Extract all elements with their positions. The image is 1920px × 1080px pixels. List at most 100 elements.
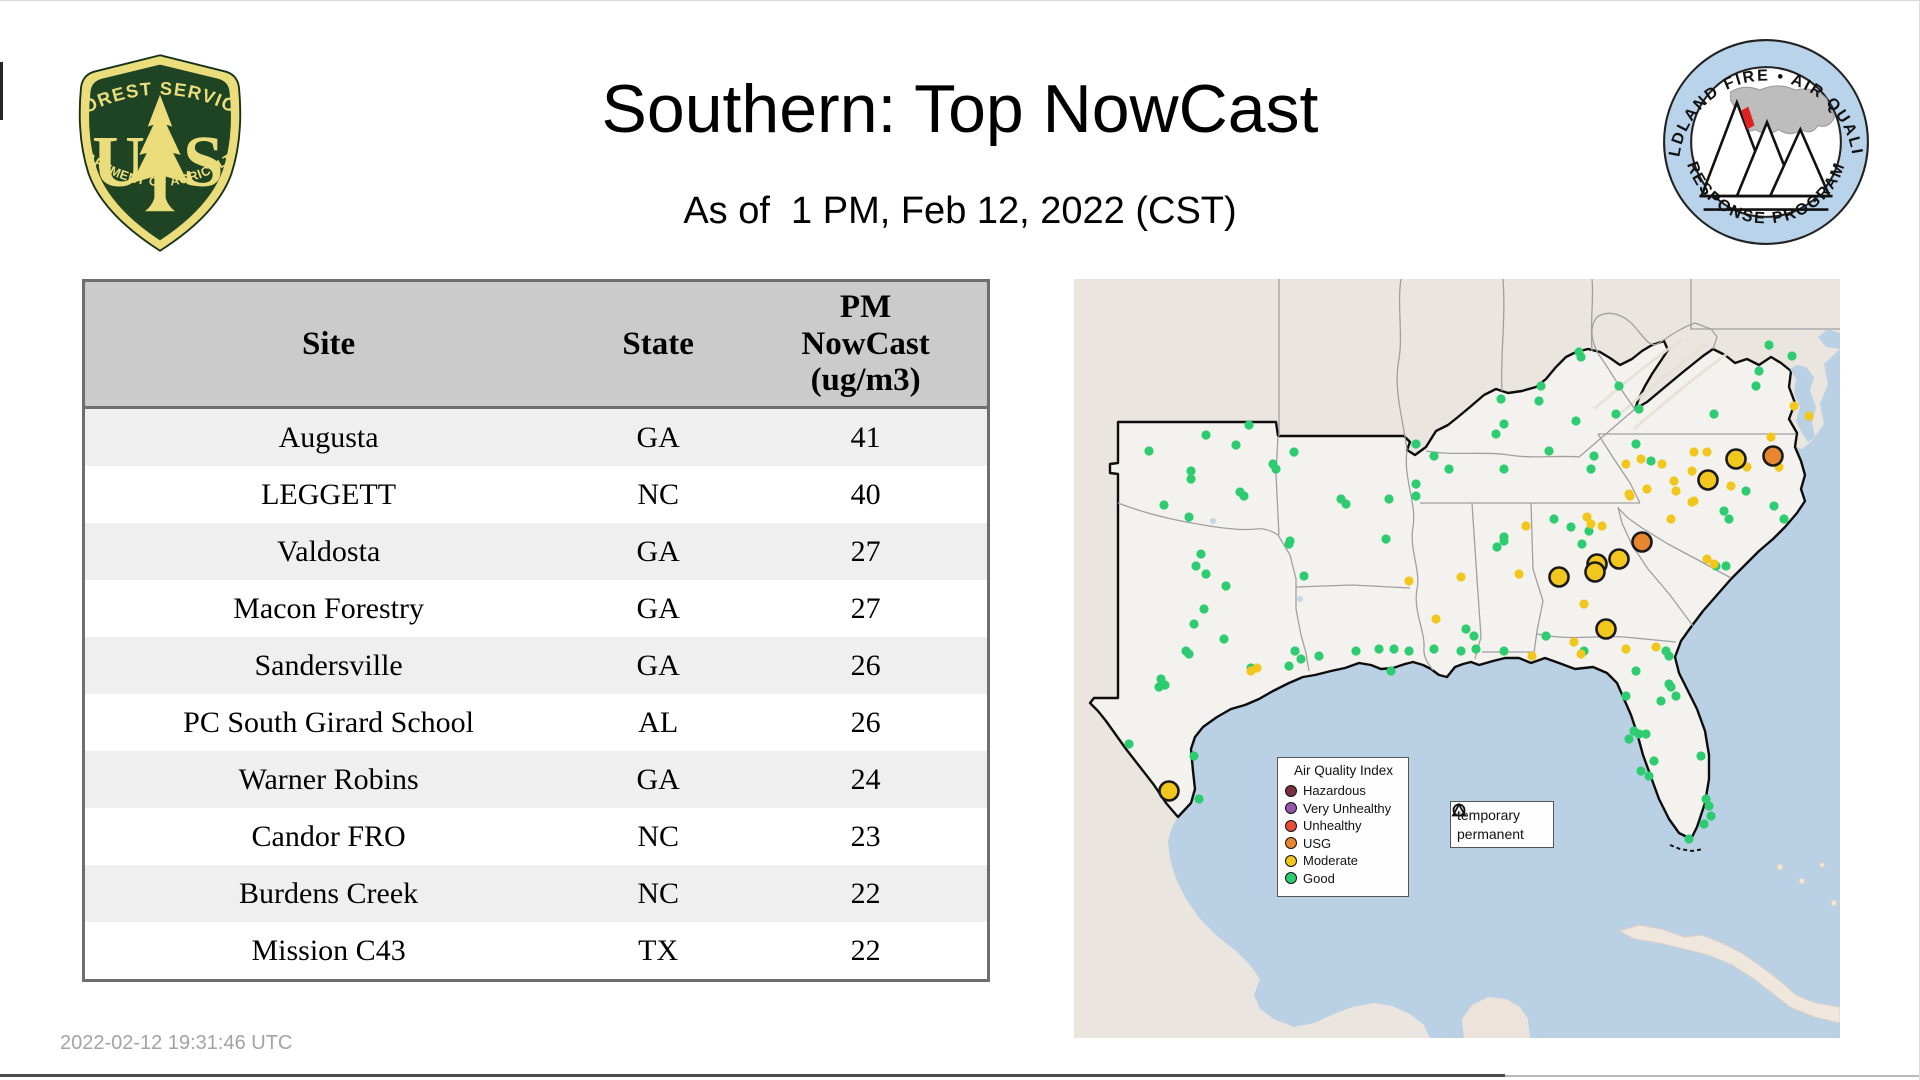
moderate-site-dot [1689, 447, 1699, 457]
moderate-site-dot [1521, 521, 1531, 531]
state-cell: GA [636, 420, 680, 454]
good-site-dot [1411, 491, 1421, 501]
aqi-legend-entry: Good [1285, 870, 1402, 888]
aqi-color-swatch [1285, 872, 1297, 885]
good-site-dot [1701, 794, 1711, 804]
column-header: PM NowCast (ug/m3) [744, 280, 989, 409]
good-site-dot [1636, 766, 1646, 776]
fire-mark-icon [1741, 106, 1755, 130]
good-site-dot [1631, 666, 1641, 676]
good-site-dot [1576, 352, 1586, 362]
good-site-dot [1571, 416, 1581, 426]
site-cell: Warner Robins [238, 762, 419, 796]
good-site-dot [1779, 514, 1789, 524]
moderate-site-markers [1246, 401, 1814, 676]
pm-value-cell: 27 [850, 534, 881, 568]
moderate-site-dot [1642, 484, 1652, 494]
page-left-edge [0, 62, 3, 120]
mountains-icon [1699, 98, 1833, 211]
moderate-site-dot [1651, 642, 1661, 652]
good-site-dot [1491, 429, 1501, 439]
table-row: Sandersville GA 26 [83, 637, 989, 694]
aqi-legend-label: Moderate [1303, 853, 1358, 869]
good-site-dot [1754, 366, 1764, 376]
good-site-dot [1374, 644, 1384, 654]
state-borders [1117, 279, 1840, 672]
table-row: Mission C43 TX 22 [83, 922, 989, 981]
good-site-dot [1154, 682, 1164, 692]
good-site-dot [1541, 631, 1551, 641]
aqi-color-swatch [1285, 837, 1297, 850]
good-site-dot [1496, 394, 1506, 404]
good-site-dot [1696, 751, 1706, 761]
pm-value-cell: 22 [850, 876, 881, 910]
temporary-legend-row: temporary [1452, 803, 1549, 824]
moderate-site-dot [1431, 614, 1441, 624]
page-title: Southern: Top NowCast [601, 71, 1319, 147]
aqi-legend-label: Unhealthy [1303, 818, 1362, 834]
cuba-land [1617, 924, 1840, 1024]
good-site-dot [1764, 340, 1774, 350]
pm-value-cell: 41 [850, 420, 881, 454]
good-site-dot [1684, 834, 1694, 844]
good-site-dot [1196, 549, 1206, 559]
good-site-dot [1566, 522, 1576, 532]
good-site-dot [1199, 604, 1209, 614]
moderate-site-dot [1687, 497, 1697, 507]
good-site-dot [1411, 479, 1421, 489]
moderate-site-dot [1514, 569, 1524, 579]
good-site-dot [1499, 464, 1509, 474]
good-site-dot [1219, 634, 1229, 644]
good-site-dot [1644, 771, 1654, 781]
good-site-dot [1631, 439, 1641, 449]
moderate-site-dot [1636, 454, 1646, 464]
good-site-dot [1461, 624, 1471, 634]
page-subtitle: As of 1 PM, Feb 12, 2022 (CST) [683, 190, 1237, 232]
wfaqrp-logo-icon: WILDLAND FIRE • AIR QUALITY RESPONSE PRO… [1653, 24, 1869, 245]
good-site-dot [1290, 646, 1300, 656]
good-site-dot [1787, 351, 1797, 361]
good-site-dot [1429, 451, 1439, 461]
site-cell: Macon Forestry [233, 591, 424, 625]
table-header: Site State PM NowCast (ug/m3) [83, 280, 989, 409]
good-site-dot [1386, 666, 1396, 676]
top-site-moderate-marker [1584, 561, 1606, 583]
table-row: Macon Forestry GA 27 [83, 580, 989, 637]
good-site-dot [1184, 649, 1194, 659]
state-cell: NC [637, 876, 680, 910]
page-bottom-edge [0, 1074, 1505, 1077]
moderate-site-dot [1527, 651, 1537, 661]
moderate-site-dot [1804, 411, 1814, 421]
good-site-dot [1656, 696, 1666, 706]
good-site-dot [1586, 464, 1596, 474]
pm-value-cell: 23 [850, 819, 881, 853]
usfs-monogram-s: S [183, 121, 224, 202]
moderate-site-dot [1404, 576, 1414, 586]
good-site-dot [1244, 420, 1254, 430]
aqi-color-swatch [1285, 854, 1297, 867]
good-site-dot [1404, 646, 1414, 656]
state-cell: AL [638, 705, 679, 739]
good-site-dot [1314, 651, 1324, 661]
good-site-markers [1124, 340, 1797, 844]
aqi-legend-entry: USG [1285, 835, 1402, 853]
site-cell: PC South Girard School [183, 705, 475, 739]
table-row: Augusta GA 41 [83, 407, 989, 466]
good-site-dot [1191, 561, 1201, 571]
marker-type-legend: temporary permanent [1450, 801, 1554, 848]
moderate-site-dot [1702, 447, 1712, 457]
moderate-site-dot [1576, 649, 1586, 659]
good-site-dot [1589, 451, 1599, 461]
state-cell: GA [636, 591, 680, 625]
good-site-dot [1411, 439, 1421, 449]
aqi-legend-entry: Moderate [1285, 852, 1402, 870]
top-site-moderate-marker [1548, 566, 1570, 588]
good-site-dot [1549, 514, 1559, 524]
aqi-legend-entry: Very Unhealthy [1285, 800, 1402, 818]
pm-value-cell: 27 [850, 591, 881, 625]
site-cell: Valdosta [276, 534, 381, 568]
generated-timestamp: 2022-02-12 19:31:46 UTC [60, 1032, 293, 1054]
good-site-dot [1706, 811, 1716, 821]
moderate-site-dot [1579, 599, 1589, 609]
moderate-site-dot [1687, 466, 1697, 476]
